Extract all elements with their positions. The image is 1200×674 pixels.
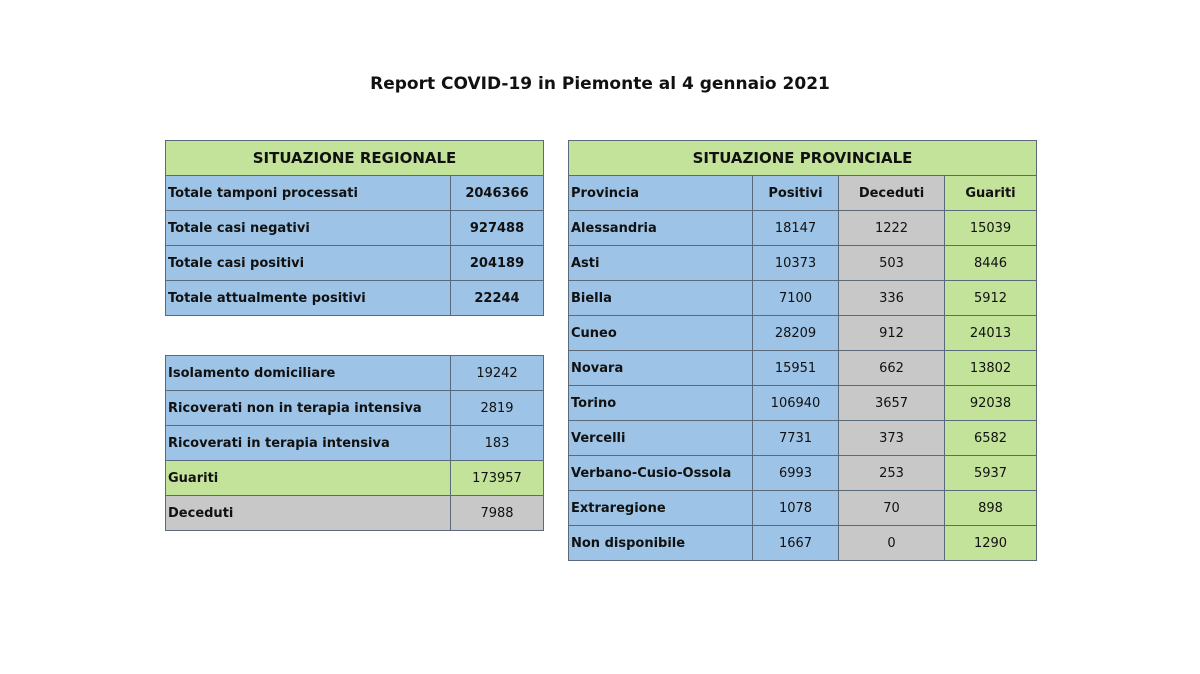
table-row: Ricoverati non in terapia intensiva 2819 <box>165 390 544 426</box>
province-name: Alessandria <box>568 210 753 246</box>
guariti-value: 92038 <box>943 385 1038 421</box>
positivi-value: 28209 <box>752 315 839 351</box>
table-row: Verbano-Cusio-Ossola 6993 253 5937 <box>568 455 1038 491</box>
row-value: 2819 <box>450 390 544 426</box>
province-name: Extraregione <box>568 490 753 526</box>
table-row: Totale casi negativi 927488 <box>165 210 544 246</box>
table-row: Ricoverati in terapia intensiva 183 <box>165 425 544 461</box>
province-name: Cuneo <box>568 315 753 351</box>
row-label: Totale casi negativi <box>165 210 451 246</box>
table-row: Cuneo 28209 912 24013 <box>568 315 1038 351</box>
row-label: Ricoverati non in terapia intensiva <box>165 390 451 426</box>
positivi-value: 106940 <box>752 385 839 421</box>
table-row: Deceduti 7988 <box>165 495 544 531</box>
column-header-guariti: Guariti <box>943 175 1038 211</box>
deceduti-value: 373 <box>838 420 945 456</box>
province-name: Verbano-Cusio-Ossola <box>568 455 753 491</box>
table-row: Non disponibile 1667 0 1290 <box>568 525 1038 561</box>
table-row: Totale tamponi processati 2046366 <box>165 175 544 211</box>
table-row: Novara 15951 662 13802 <box>568 350 1038 386</box>
table-row: Vercelli 7731 373 6582 <box>568 420 1038 456</box>
deceduti-value: 0 <box>838 525 945 561</box>
row-value: 22244 <box>450 280 544 316</box>
row-label: Totale attualmente positivi <box>165 280 451 316</box>
positivi-value: 1667 <box>752 525 839 561</box>
positivi-value: 15951 <box>752 350 839 386</box>
province-name: Asti <box>568 245 753 281</box>
table-row: Isolamento domiciliare 19242 <box>165 355 544 391</box>
deceduti-value: 70 <box>838 490 945 526</box>
deceduti-value: 336 <box>838 280 945 316</box>
guariti-value: 1290 <box>943 525 1038 561</box>
positivi-value: 6993 <box>752 455 839 491</box>
row-label: Totale tamponi processati <box>165 175 451 211</box>
row-label: Isolamento domiciliare <box>165 355 451 391</box>
row-value: 173957 <box>450 460 544 496</box>
province-name: Novara <box>568 350 753 386</box>
regional-details-table: Isolamento domiciliare 19242 Ricoverati no… <box>165 355 544 531</box>
deceduti-value: 503 <box>838 245 945 281</box>
row-label: Deceduti <box>165 495 451 531</box>
deceduti-value: 253 <box>838 455 945 491</box>
guariti-value: 15039 <box>943 210 1038 246</box>
deceduti-value: 3657 <box>838 385 945 421</box>
deceduti-value: 912 <box>838 315 945 351</box>
table-row: Asti 10373 503 8446 <box>568 245 1038 281</box>
column-header-row: Provincia Positivi Deceduti Guariti <box>568 175 1038 211</box>
report-title: Report COVID-19 in Piemonte al 4 gennaio… <box>370 74 830 94</box>
row-value: 927488 <box>450 210 544 246</box>
row-label: Guariti <box>165 460 451 496</box>
guariti-value: 13802 <box>943 350 1038 386</box>
province-name: Torino <box>568 385 753 421</box>
guariti-value: 24013 <box>943 315 1038 351</box>
row-value: 7988 <box>450 495 544 531</box>
row-value: 183 <box>450 425 544 461</box>
regional-header: SITUAZIONE REGIONALE <box>165 140 544 176</box>
positivi-value: 10373 <box>752 245 839 281</box>
deceduti-value: 1222 <box>838 210 945 246</box>
row-value: 2046366 <box>450 175 544 211</box>
province-name: Vercelli <box>568 420 753 456</box>
guariti-value: 6582 <box>943 420 1038 456</box>
provincial-header: SITUAZIONE PROVINCIALE <box>567 140 1038 176</box>
guariti-value: 5937 <box>943 455 1038 491</box>
table-row: Guariti 173957 <box>165 460 544 496</box>
table-row: Extraregione 1078 70 898 <box>568 490 1038 526</box>
row-label: Totale casi positivi <box>165 245 451 281</box>
column-header-deceduti: Deceduti <box>838 175 945 211</box>
positivi-value: 7100 <box>752 280 839 316</box>
row-value: 19242 <box>450 355 544 391</box>
positivi-value: 18147 <box>752 210 839 246</box>
positivi-value: 1078 <box>752 490 839 526</box>
table-row: Alessandria 18147 1222 15039 <box>568 210 1038 246</box>
guariti-value: 8446 <box>943 245 1038 281</box>
regional-totals-table: SITUAZIONE REGIONALE Totale tamponi proc… <box>165 140 544 316</box>
guariti-value: 5912 <box>943 280 1038 316</box>
row-label: Ricoverati in terapia intensiva <box>165 425 451 461</box>
provincial-table: SITUAZIONE PROVINCIALE Provincia Positivi… <box>567 140 1038 561</box>
table-row: Biella 7100 336 5912 <box>568 280 1038 316</box>
province-name: Biella <box>568 280 753 316</box>
guariti-value: 898 <box>943 490 1038 526</box>
row-value: 204189 <box>450 245 544 281</box>
column-header-provincia: Provincia <box>568 175 753 211</box>
table-row: Totale casi positivi 204189 <box>165 245 544 281</box>
column-header-positivi: Positivi <box>752 175 839 211</box>
table-row: Torino 106940 3657 92038 <box>568 385 1038 421</box>
province-name: Non disponibile <box>568 525 753 561</box>
positivi-value: 7731 <box>752 420 839 456</box>
table-row: Totale attualmente positivi 22244 <box>165 280 544 316</box>
deceduti-value: 662 <box>838 350 945 386</box>
